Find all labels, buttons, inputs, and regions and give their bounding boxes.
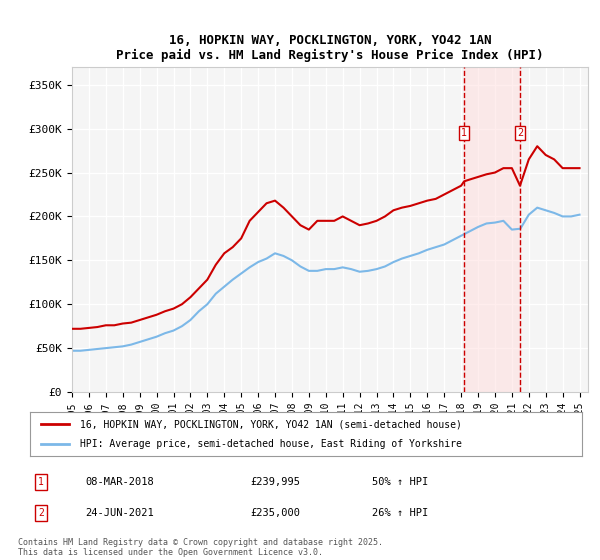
- Text: 16, HOPKIN WAY, POCKLINGTON, YORK, YO42 1AN (semi-detached house): 16, HOPKIN WAY, POCKLINGTON, YORK, YO42 …: [80, 419, 461, 429]
- Text: £239,995: £239,995: [251, 477, 301, 487]
- Text: 1: 1: [38, 477, 44, 487]
- Bar: [464, 67, 520, 392]
- Text: Contains HM Land Registry data © Crown copyright and database right 2025.
This d: Contains HM Land Registry data © Crown c…: [18, 538, 383, 557]
- Text: 26% ↑ HPI: 26% ↑ HPI: [372, 508, 428, 518]
- Text: 50% ↑ HPI: 50% ↑ HPI: [372, 477, 428, 487]
- Text: 1: 1: [461, 128, 467, 138]
- Text: 2: 2: [517, 128, 523, 138]
- Text: 08-MAR-2018: 08-MAR-2018: [85, 477, 154, 487]
- Text: 24-JUN-2021: 24-JUN-2021: [85, 508, 154, 518]
- Title: 16, HOPKIN WAY, POCKLINGTON, YORK, YO42 1AN
Price paid vs. HM Land Registry's Ho: 16, HOPKIN WAY, POCKLINGTON, YORK, YO42 …: [116, 34, 544, 62]
- Text: HPI: Average price, semi-detached house, East Riding of Yorkshire: HPI: Average price, semi-detached house,…: [80, 439, 461, 449]
- Text: 2: 2: [38, 508, 44, 518]
- Text: £235,000: £235,000: [251, 508, 301, 518]
